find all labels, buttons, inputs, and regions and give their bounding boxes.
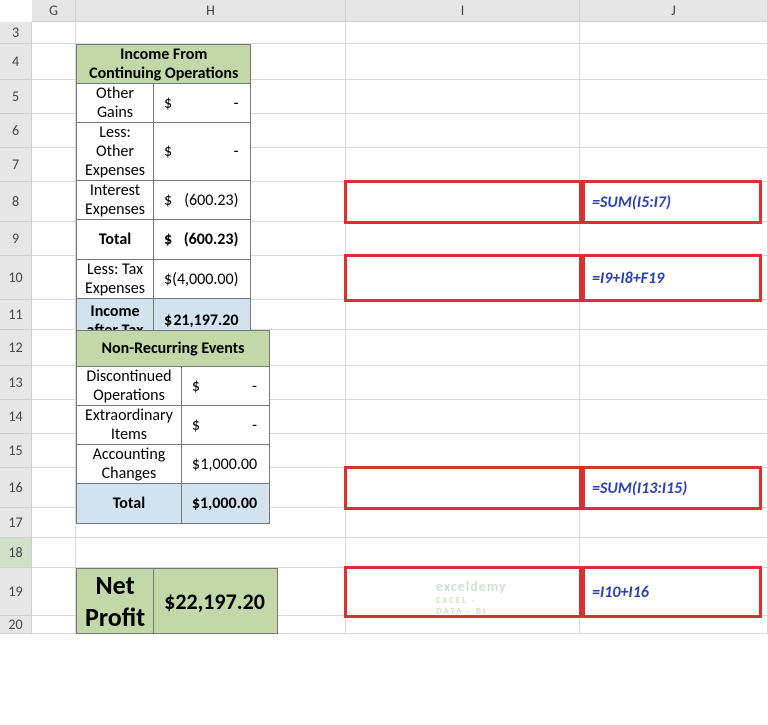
watermark: exceldemy EXCEL · DATA · BI — [436, 578, 507, 617]
row-header-5[interactable]: 5 — [0, 80, 32, 114]
row-header-6[interactable]: 6 — [0, 114, 32, 148]
col-header-h[interactable]: H — [76, 0, 346, 22]
cell-label[interactable]: Extraordinary Items — [77, 406, 182, 445]
cell-value-total[interactable]: $(600.23) — [153, 220, 251, 260]
highlight-box — [344, 254, 582, 302]
cell-netprofit-value[interactable]: $22,197.20 — [154, 569, 278, 634]
cell-label[interactable]: Discontinued Operations — [77, 367, 182, 406]
table-netprofit: Net Profit $22,197.20 — [76, 568, 278, 634]
row-header-9[interactable]: 9 — [0, 222, 32, 256]
cell-label[interactable]: Less: Tax Expenses — [77, 260, 154, 299]
formula-label: =I10+I16 — [582, 568, 756, 616]
row-header-18[interactable]: 18 — [0, 538, 32, 568]
formula-label: =SUM(I5:I7) — [582, 182, 756, 222]
col-header-i[interactable]: I — [346, 0, 580, 22]
row-header-15[interactable]: 15 — [0, 434, 32, 468]
row-header-7[interactable]: 7 — [0, 148, 32, 182]
cell-label[interactable]: Interest Expenses — [77, 181, 154, 220]
cell-value[interactable]: $1,000.00 — [181, 445, 269, 484]
row-header-3[interactable]: 3 — [0, 22, 32, 44]
row-header-16[interactable]: 16 — [0, 468, 32, 508]
col-header-g[interactable]: G — [32, 0, 76, 22]
row-header-11[interactable]: 11 — [0, 300, 32, 330]
row-header-12[interactable]: 12 — [0, 330, 32, 366]
formula-label: =SUM(I13:I15) — [582, 468, 756, 508]
row-header-4[interactable]: 4 — [0, 44, 32, 80]
cell-value[interactable]: $- — [153, 84, 251, 123]
table-nonrecurring: Non-Recurring Events Discontinued Operat… — [76, 330, 270, 524]
cell-label-total[interactable]: Total — [77, 484, 182, 524]
cell-value[interactable]: $- — [181, 367, 269, 406]
cell-label[interactable]: Less: Other Expenses — [77, 123, 154, 181]
formula-label: =I9+I8+F19 — [582, 256, 756, 300]
cell-label-total[interactable]: Total — [77, 220, 154, 260]
cell-label[interactable]: Other Gains — [77, 84, 154, 123]
highlight-box — [344, 466, 582, 510]
table2-title: Non-Recurring Events — [77, 331, 270, 367]
highlight-box — [344, 180, 582, 224]
cell-value[interactable]: $- — [181, 406, 269, 445]
highlight-box — [344, 566, 582, 618]
table-continuing-ops: Income From Continuing Operations Other … — [76, 44, 251, 343]
row-header-8[interactable]: 8 — [0, 182, 32, 222]
table1-title: Income From Continuing Operations — [77, 45, 251, 84]
cell-netprofit-label[interactable]: Net Profit — [77, 569, 154, 634]
cell-value[interactable]: $(4,000.00) — [153, 260, 251, 299]
row-header-10[interactable]: 10 — [0, 256, 32, 300]
column-headers: G H I J — [32, 0, 768, 22]
row-header-13[interactable]: 13 — [0, 366, 32, 400]
row-header-17[interactable]: 17 — [0, 508, 32, 538]
col-header-j[interactable]: J — [580, 0, 768, 22]
row-header-14[interactable]: 14 — [0, 400, 32, 434]
cell-value[interactable]: $- — [153, 123, 251, 181]
row-header-20[interactable]: 20 — [0, 616, 32, 634]
cell-label[interactable]: Accounting Changes — [77, 445, 182, 484]
cell-value[interactable]: $(600.23) — [153, 181, 251, 220]
cell-value-total[interactable]: $1,000.00 — [181, 484, 269, 524]
row-header-19[interactable]: 19 — [0, 568, 32, 616]
